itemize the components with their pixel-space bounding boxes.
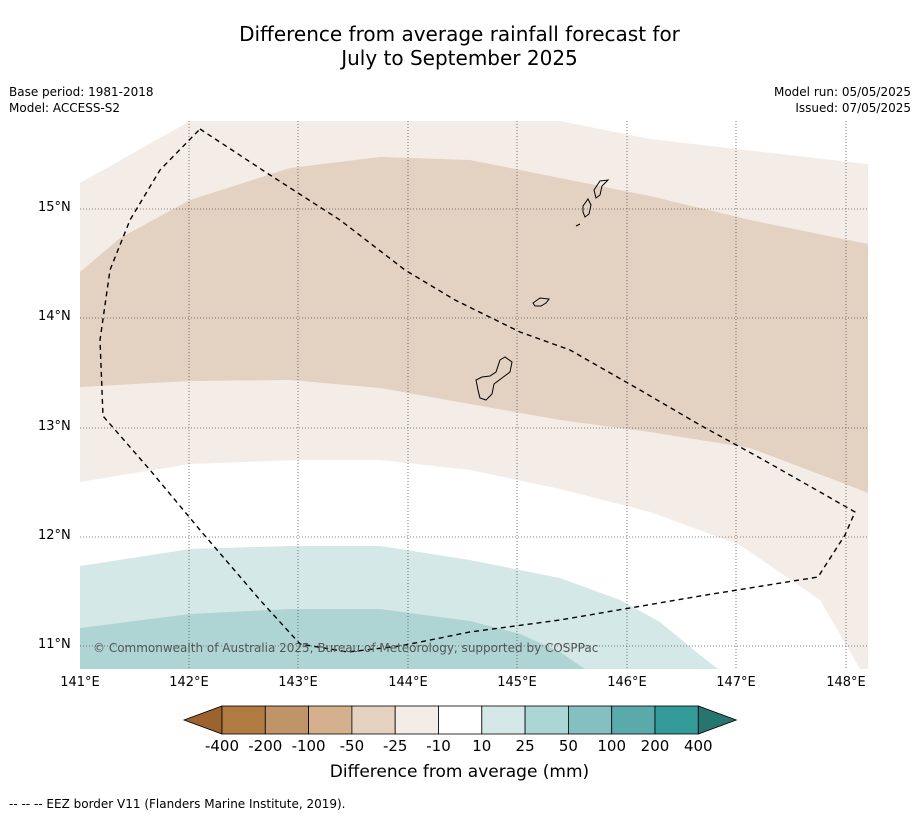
model-name: Model: ACCESS-S2 <box>9 101 121 115</box>
lon-tick: 145°E <box>497 675 537 690</box>
island-rota <box>532 297 550 307</box>
map-title: Difference from average rainfall forecas… <box>0 22 919 70</box>
colorbar-segment <box>481 705 526 735</box>
lon-tick: 144°E <box>388 675 428 690</box>
band-plus25 <box>80 609 585 669</box>
lat-tick: 12°N <box>38 528 71 543</box>
colorbar-segment <box>611 705 656 735</box>
island-saipan <box>593 179 610 199</box>
model-run: Model run: 05/05/2025 <box>773 85 911 99</box>
copyright-notice: © Commonwealth of Australia 2025, Bureau… <box>93 641 599 655</box>
issued-date: Issued: 07/05/2025 <box>795 101 911 115</box>
colorbar-segment <box>524 705 569 735</box>
lat-tick: 11°N <box>38 637 71 652</box>
colorbar-segment <box>394 705 439 735</box>
colorbar-tick-label: -100 <box>291 737 326 755</box>
colorbar-segment <box>438 705 483 735</box>
colorbar-title: Difference from average (mm) <box>329 762 590 782</box>
title-line-1: Difference from average rainfall forecas… <box>239 22 680 46</box>
lon-tick: 142°E <box>169 675 209 690</box>
colorbar-tick-label: -400 <box>204 737 240 755</box>
colorbar-arrow-high <box>697 705 738 735</box>
meta-right: Model run: 05/05/2025 Issued: 07/05/2025 <box>774 84 911 116</box>
lon-tick: 147°E <box>716 675 756 690</box>
colorbar-segment <box>654 705 699 735</box>
eez-border <box>99 128 856 653</box>
graticule <box>80 121 868 669</box>
lon-tick: 141°E <box>60 675 100 690</box>
lat-tick: 15°N <box>38 200 71 215</box>
rainfall-field <box>80 121 868 669</box>
base-period: Base period: 1981-2018 <box>9 85 154 99</box>
colorbar-tick-label: 200 <box>640 737 670 755</box>
colorbar-segment <box>308 705 353 735</box>
title-line-2: July to September 2025 <box>341 46 578 70</box>
colorbar-segment <box>221 705 266 735</box>
colorbar-tick-label: 100 <box>597 737 626 755</box>
colorbar-tick-label: -10 <box>426 737 451 755</box>
lon-tick: 146°E <box>607 675 647 690</box>
lon-tick: 143°E <box>278 675 318 690</box>
meta-left: Base period: 1981-2018 Model: ACCESS-S2 <box>9 84 154 116</box>
eez-footnote: -- -- -- EEZ border V11 (Flanders Marine… <box>9 797 346 811</box>
colorbar-tick-label: 25 <box>515 737 535 755</box>
colorbar-tick-label: 50 <box>558 737 578 755</box>
colorbar-tick-label: -200 <box>248 737 283 755</box>
island-aguijan <box>575 223 581 227</box>
colorbar-segment <box>264 705 309 735</box>
island-tinian <box>582 198 592 218</box>
colorbar-tick-label: 10 <box>472 737 492 755</box>
colorbar-tick-label: -50 <box>339 737 365 755</box>
colorbar-tick-label: 400 <box>683 737 713 755</box>
islands <box>475 179 610 401</box>
lon-tick: 148°E <box>826 675 866 690</box>
colorbar-segment <box>351 705 396 735</box>
lat-tick: 14°N <box>38 309 71 324</box>
band-minus25 <box>80 157 868 493</box>
island-guam <box>475 356 513 401</box>
colorbar-arrow-low <box>182 705 223 735</box>
lat-tick: 13°N <box>38 419 71 434</box>
colorbar-segment <box>568 705 613 735</box>
colorbar-tick-label: -25 <box>382 737 408 755</box>
